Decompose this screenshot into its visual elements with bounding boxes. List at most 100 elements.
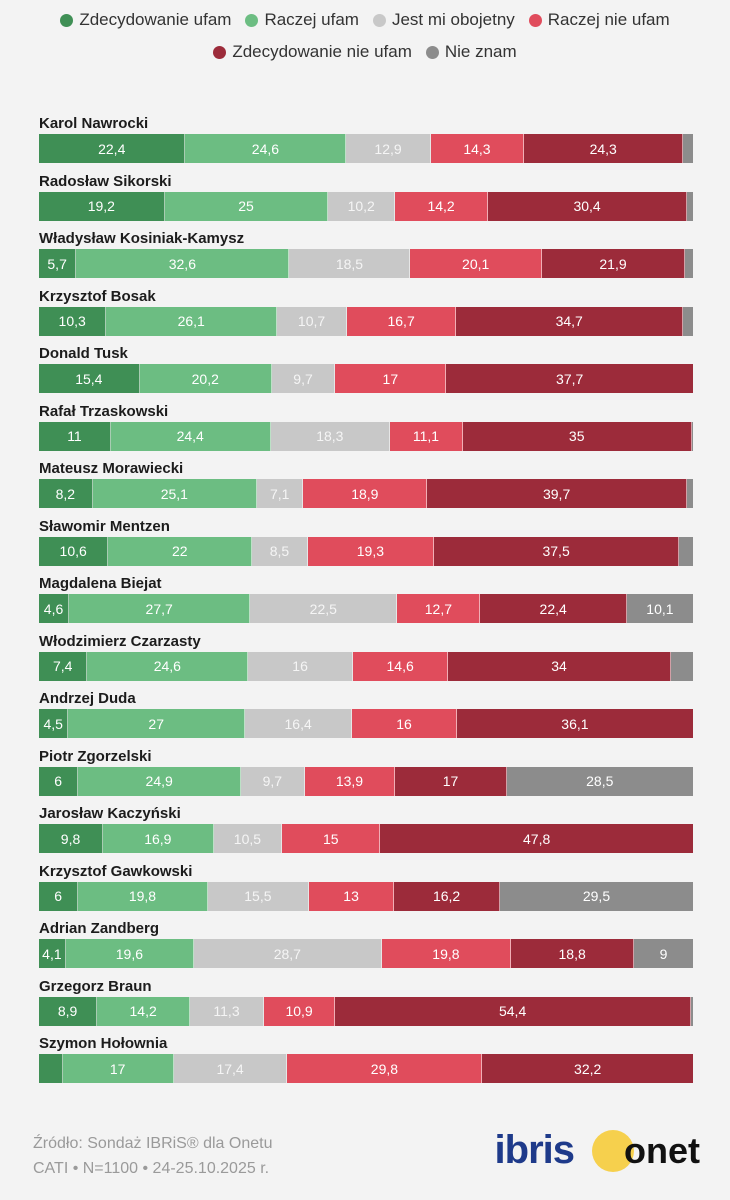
bar-segment: 19,8 bbox=[78, 881, 208, 911]
bar-segment: 19,2 bbox=[39, 191, 165, 221]
chart-row: Rafał Trzaskowski 11 24,4 18,3 11,1 35 bbox=[39, 398, 693, 456]
bar-segment: 27 bbox=[68, 709, 245, 738]
bar-segment: 14,6 bbox=[352, 651, 449, 681]
bar-segment: 18,8 bbox=[511, 939, 635, 968]
legend-item: Jest mi obojetny bbox=[372, 10, 515, 30]
bar-segment: 32,6 bbox=[76, 249, 290, 278]
stacked-bar: 6 24,9 9,7 13,9 17 28,5 bbox=[39, 766, 693, 796]
chart-row: Adrian Zandberg 4,1 19,6 28,7 19,8 18,8 9 bbox=[39, 915, 693, 973]
bar-segment: 18,5 bbox=[289, 249, 411, 278]
bar-segment: 17 bbox=[335, 364, 447, 393]
bar-segment bbox=[687, 191, 693, 221]
row-label: Włodzimierz Czarzasty bbox=[39, 632, 201, 650]
chart-row: Magdalena Biejat 4,6 27,7 22,5 12,7 22,4 10,1 bbox=[39, 570, 693, 628]
row-label: Andrzej Duda bbox=[39, 690, 136, 707]
stacked-bar: 4,1 19,6 28,7 19,8 18,8 9 bbox=[39, 939, 693, 968]
row-label: Krzysztof Gawkowski bbox=[39, 862, 193, 880]
bar-segment: 34 bbox=[448, 651, 671, 681]
bar-segment: 22 bbox=[108, 536, 253, 566]
bar-segment: 54,4 bbox=[335, 996, 691, 1026]
legend-item: Zdecydowanie ufam bbox=[60, 10, 231, 30]
bar-segment: 24,4 bbox=[110, 421, 271, 451]
source-footer: Źródło: Sondaż IBRiS® dla Onetu CATI • N… bbox=[33, 1131, 272, 1181]
bar-segment bbox=[685, 249, 693, 278]
bar-segment: 16,9 bbox=[103, 824, 214, 853]
bar-segment bbox=[683, 306, 693, 336]
bar-segment: 17,4 bbox=[173, 1054, 288, 1083]
bar-segment: 10,9 bbox=[263, 996, 336, 1026]
chart-row: Grzegorz Braun 8,9 14,2 11,3 10,9 54,4 bbox=[39, 973, 693, 1031]
bar-segment: 15,4 bbox=[39, 364, 140, 393]
bar-segment: 7,4 bbox=[39, 651, 88, 681]
bar-segment: 9,8 bbox=[39, 824, 104, 853]
row-label: Piotr Zgorzelski bbox=[39, 747, 152, 765]
method-line: CATI • N=1100 • 24-25.10.2025 r. bbox=[33, 1160, 270, 1177]
legend-swatch bbox=[372, 13, 386, 27]
bar-segment: 10,3 bbox=[39, 306, 107, 336]
chart-row: Mateusz Morawiecki 8,2 25,1 7,1 18,9 39,7 bbox=[39, 455, 693, 513]
bar-segment: 16 bbox=[248, 651, 353, 681]
bar-segment: 27,7 bbox=[69, 594, 251, 623]
bar-segment: 4,6 bbox=[39, 594, 70, 623]
bar-segment: 24,9 bbox=[78, 766, 242, 796]
stacked-bar: 19,2 25 10,2 14,2 30,4 bbox=[39, 191, 693, 221]
bar-segment bbox=[39, 1054, 63, 1083]
legend-label: Raczej ufam bbox=[264, 10, 359, 29]
bar-segment: 28,7 bbox=[193, 939, 382, 968]
chart-row: Szymon Hołownia 17 17,4 29,8 32,2 bbox=[39, 1030, 693, 1088]
legend-swatch bbox=[245, 13, 259, 27]
stacked-bar: 9,8 16,9 10,5 15 47,8 bbox=[39, 824, 693, 853]
chart-row: Jarosław Kaczyński 9,8 16,9 10,5 15 47,8 bbox=[39, 800, 693, 858]
bar-segment: 29,8 bbox=[287, 1054, 483, 1083]
bar-segment: 12,7 bbox=[397, 594, 481, 623]
bar-segment: 14,3 bbox=[430, 134, 525, 163]
bar-segment: 47,8 bbox=[380, 824, 693, 853]
stacked-bar-chart: Karol Nawrocki 22,4 24,6 12,9 14,3 24,3 Radosł… bbox=[39, 110, 693, 1088]
row-label: Radosław Sikorski bbox=[39, 172, 172, 190]
legend-swatch bbox=[425, 45, 439, 59]
stacked-bar: 6 19,8 15,5 13 16,2 29,5 bbox=[39, 881, 693, 911]
stacked-bar: 4,5 27 16,4 16 36,1 bbox=[39, 709, 693, 738]
bar-segment: 19,3 bbox=[307, 536, 434, 566]
bar-segment: 24,6 bbox=[185, 134, 347, 163]
stacked-bar: 22,4 24,6 12,9 14,3 24,3 bbox=[39, 134, 693, 163]
logos: ibris onet bbox=[495, 1128, 700, 1173]
legend-item: Raczej ufam bbox=[245, 10, 359, 30]
bar-segment: 30,4 bbox=[488, 191, 688, 221]
chart-row: Donald Tusk 15,4 20,2 9,7 17 37,7 bbox=[39, 340, 693, 398]
legend-label: Jest mi obojetny bbox=[391, 10, 515, 29]
row-label: Adrian Zandberg bbox=[39, 920, 160, 937]
row-label: Grzegorz Braun bbox=[39, 977, 152, 995]
legend: Zdecydowanie ufam Raczej ufam Jest mi oboj… bbox=[0, 10, 730, 62]
bar-segment bbox=[679, 536, 693, 566]
bar-segment: 4,5 bbox=[39, 709, 69, 738]
bar-segment bbox=[691, 421, 693, 451]
bar-segment: 11,1 bbox=[390, 421, 463, 451]
bar-segment: 17 bbox=[62, 1054, 174, 1083]
bar-segment: 7,1 bbox=[256, 479, 304, 508]
stacked-bar: 15,4 20,2 9,7 17 37,7 bbox=[39, 364, 693, 393]
bar-segment: 10,1 bbox=[626, 594, 693, 623]
bar-segment: 21,9 bbox=[541, 249, 686, 278]
bar-segment: 10,7 bbox=[277, 306, 348, 336]
bar-segment: 22,5 bbox=[250, 594, 398, 623]
legend-label: Zdecydowanie ufam bbox=[79, 10, 232, 29]
bar-segment: 24,3 bbox=[524, 134, 684, 163]
chart-row: Włodzimierz Czarzasty 7,4 24,6 16 14,6 34 bbox=[39, 628, 693, 686]
bar-segment: 37,7 bbox=[446, 364, 693, 393]
chart-row: Krzysztof Gawkowski 6 19,8 15,5 13 16,2 29,5 bbox=[39, 858, 693, 916]
bar-segment: 17 bbox=[395, 766, 507, 796]
ibris-logo: ibris bbox=[494, 1128, 575, 1172]
bar-segment: 10,6 bbox=[39, 536, 109, 566]
row-label: Sławomir Mentzen bbox=[39, 517, 170, 535]
stacked-bar: 11 24,4 18,3 11,1 35 bbox=[39, 421, 693, 451]
bar-segment: 13,9 bbox=[304, 766, 396, 796]
bar-segment: 9 bbox=[634, 939, 693, 968]
chart-row: Sławomir Mentzen 10,6 22 8,5 19,3 37,5 bbox=[39, 513, 693, 571]
bar-segment: 20,2 bbox=[139, 364, 272, 393]
chart-row: Radosław Sikorski 19,2 25 10,2 14,2 30,4 bbox=[39, 168, 693, 226]
legend-swatch bbox=[528, 13, 542, 27]
onet-logo-circle bbox=[592, 1129, 634, 1172]
bar-segment: 8,2 bbox=[39, 479, 93, 508]
stacked-bar: 8,2 25,1 7,1 18,9 39,7 bbox=[39, 479, 693, 508]
